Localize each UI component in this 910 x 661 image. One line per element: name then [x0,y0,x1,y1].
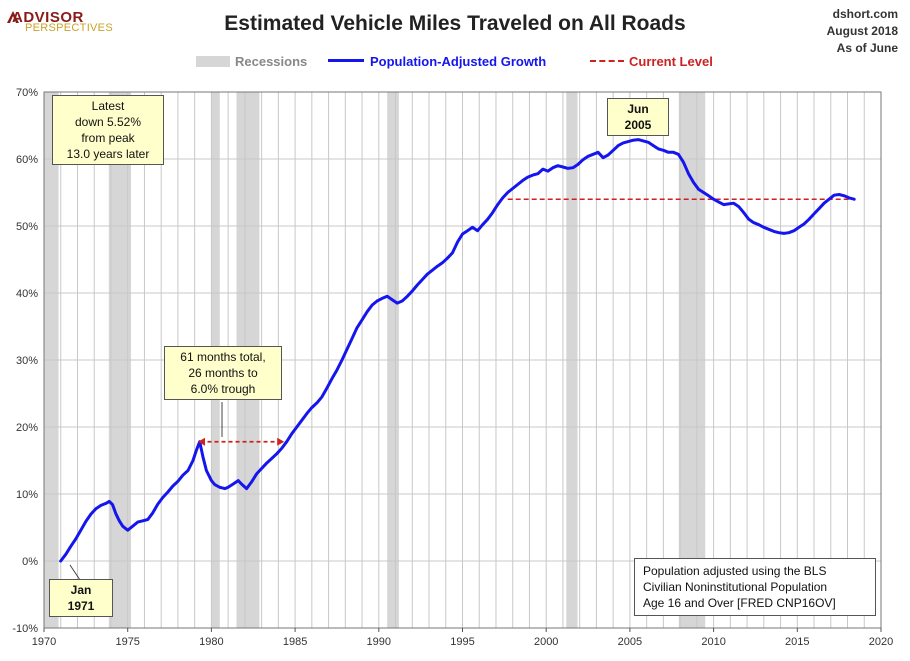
legend-current: Current Level [590,54,713,69]
credit-date: August 2018 [826,24,898,38]
span-line: 26 months to [188,366,258,380]
span-callout: 61 months total, 26 months to 6.0% troug… [164,346,282,400]
y-tick-label: 20% [16,422,38,434]
x-tick-label: 1980 [199,636,223,648]
x-tick-label: 1995 [450,636,474,648]
x-tick-label: 1975 [115,636,139,648]
logo-line2: PERSPECTIVES [25,22,113,34]
legend-growth-swatch [328,59,364,62]
note-line: Population adjusted using the BLS [643,564,827,578]
credit-asof: As of June [836,41,898,55]
latest-callout: Latest down 5.52% from peak 13.0 years l… [52,95,164,165]
latest-line: Latest [91,99,125,113]
y-tick-label: 50% [16,221,38,233]
x-tick-label: 1985 [283,636,307,648]
legend-recessions-swatch [196,56,230,67]
latest-line: down 5.52% [74,115,142,129]
logo-icon [6,10,20,24]
y-tick-label: 30% [16,355,38,367]
y-tick-label: 60% [16,154,38,166]
y-tick-label: 70% [16,87,38,99]
x-tick-label: 1990 [367,636,391,648]
y-tick-label: -10% [12,623,38,635]
start-callout-leader [69,564,81,581]
x-tick-label: 2010 [701,636,725,648]
y-tick-label: 10% [16,489,38,501]
logo-line1: ADVISOR [12,9,84,26]
legend-recessions: Recessions [196,54,307,69]
y-tick-label: 40% [16,288,38,300]
legend-growth: Population-Adjusted Growth [328,54,546,69]
span-line: 61 months total, [180,350,266,364]
span-arrow-head-right [277,437,285,446]
span-arrow-head-left [198,437,206,446]
chart-legend: Recessions Population-Adjusted Growth Cu… [0,52,910,72]
x-tick-label: 2000 [534,636,558,648]
y-tick-label: 0% [22,556,38,568]
source-note: Population adjusted using the BLS Civili… [634,558,876,616]
chart-title: Estimated Vehicle Miles Traveled on All … [224,12,686,35]
x-tick-label: 2005 [618,636,642,648]
note-line: Age 16 and Over [FRED CNP16OV] [643,596,836,610]
credit-block: dshort.com August 2018 As of June [827,6,898,57]
latest-line: from peak [81,131,135,145]
x-tick-label: 1970 [32,636,56,648]
peak-callout: Jun 2005 [607,98,669,136]
x-tick-label: 2015 [785,636,809,648]
note-line: Civilian Noninstitutional Population [643,580,828,594]
x-tick-label: 2020 [869,636,893,648]
legend-current-label: Current Level [629,54,713,69]
legend-recessions-label: Recessions [235,54,308,69]
span-line: 6.0% trough [190,382,256,396]
legend-growth-label: Population-Adjusted Growth [370,54,547,69]
latest-line: 13.0 years later [66,147,150,161]
credit-site: dshort.com [832,7,898,21]
start-callout: Jan 1971 [49,579,113,617]
series-line-growth [59,138,856,563]
legend-current-swatch [590,60,624,62]
